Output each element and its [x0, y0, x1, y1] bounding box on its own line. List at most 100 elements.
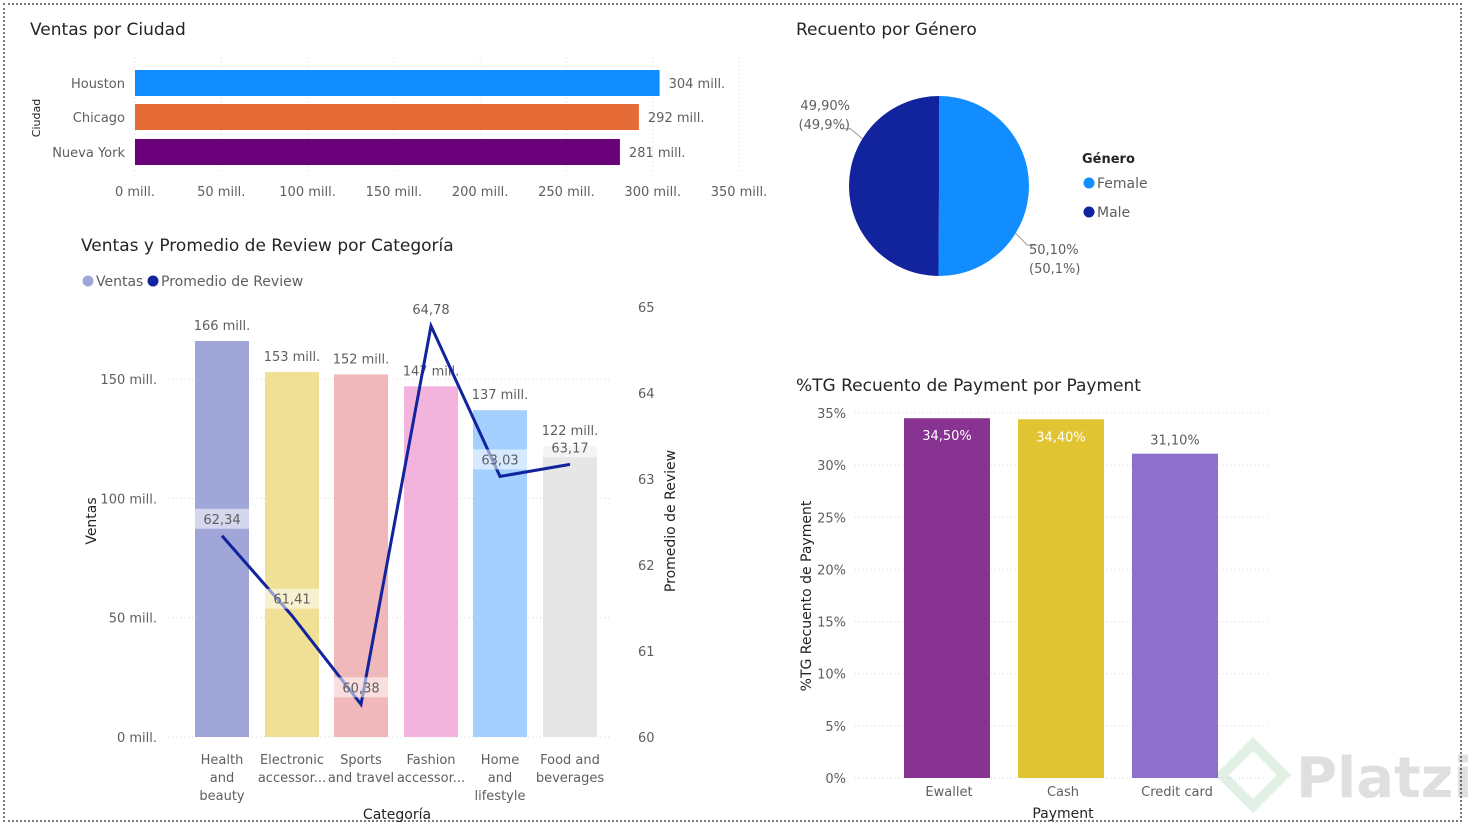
pie-leader-line: [1015, 232, 1038, 246]
city-bar[interactable]: [135, 139, 620, 165]
pie-legend-label[interactable]: Female: [1097, 176, 1148, 192]
report-canvas: [3, 3, 1462, 822]
category-y2-tick-label: 61: [638, 645, 655, 660]
platzi-logo-icon: [1214, 736, 1292, 814]
category-x-tick-label: Sports: [340, 753, 382, 768]
review-label-background: [473, 449, 527, 470]
category-y2-tick-label: 63: [638, 473, 655, 488]
category-bar-value-label: 147 mill.: [403, 364, 460, 379]
payment-y-tick-label: 0%: [825, 772, 846, 787]
pie-slice[interactable]: [938, 96, 1029, 276]
category-x-tick-label: Food and: [540, 753, 600, 768]
category-y-tick-label: 150 mill.: [100, 373, 157, 388]
legend-label-review[interactable]: Promedio de Review: [161, 274, 303, 290]
category-x-tick-label: and travel: [328, 771, 394, 786]
payment-y-tick-label: 15%: [817, 616, 846, 631]
category-y-tick-label: 50 mill.: [109, 612, 157, 627]
pie-legend-marker: [1083, 206, 1095, 218]
payment-bar-value-label: 34,50%: [922, 429, 972, 444]
category-y2-tick-label: 62: [638, 559, 655, 574]
payment-y-tick-label: 5%: [825, 720, 846, 735]
category-y2-tick-label: 60: [638, 731, 655, 746]
payment-y-tick-label: 30%: [817, 459, 846, 474]
payment-y-tick-label: 20%: [817, 563, 846, 578]
category-bar-value-label: 122 mill.: [542, 424, 599, 439]
category-chart-title: Ventas y Promedio de Review por Categorí…: [81, 236, 454, 256]
category-bar-value-label: 152 mill.: [333, 352, 390, 367]
pie-slice-label: 50,10%: [1029, 243, 1079, 258]
category-x-tick-label: accessor...: [397, 771, 465, 786]
city-bar[interactable]: [135, 70, 660, 96]
city-bar-value-label: 281 mill.: [629, 146, 686, 161]
city-y-axis-title: Ciudad: [30, 99, 43, 137]
pie-legend-title: Género: [1082, 152, 1135, 167]
legend-marker-ventas: [82, 275, 94, 287]
platzi-watermark: Platzi: [1214, 736, 1469, 820]
category-x-tick-label: Home: [481, 753, 519, 768]
category-x-tick-label: Electronic: [260, 753, 324, 768]
category-bar[interactable]: [195, 341, 249, 737]
category-y-tick-label: 0 mill.: [117, 731, 157, 746]
review-label-background: [543, 437, 597, 458]
payment-bar[interactable]: [904, 418, 990, 778]
pie-slice-sublabel: (50,1%): [1029, 262, 1080, 277]
payment-x-axis-title: Payment: [1032, 806, 1094, 822]
city-x-tick-label: 150 mill.: [366, 185, 423, 200]
city-bar[interactable]: [135, 104, 639, 130]
review-label-background: [265, 588, 319, 609]
city-x-tick-label: 50 mill.: [197, 185, 245, 200]
category-x-tick-label: beauty: [199, 789, 245, 804]
category-y-tick-label: 100 mill.: [100, 492, 157, 507]
payment-y-tick-label: 25%: [817, 511, 846, 526]
payment-y-tick-label: 35%: [817, 407, 846, 422]
pie-legend-label[interactable]: Male: [1097, 205, 1130, 221]
payment-bar[interactable]: [1018, 419, 1104, 778]
category-bar[interactable]: [334, 374, 388, 737]
city-category-label: Chicago: [73, 111, 125, 126]
category-bar[interactable]: [404, 386, 458, 737]
category-x-tick-label: lifestyle: [475, 789, 526, 804]
category-bar[interactable]: [543, 445, 597, 737]
payment-bar[interactable]: [1132, 453, 1218, 778]
review-value-label: 64,78: [412, 303, 449, 318]
pie-leader-line: [840, 128, 863, 140]
pie-slice[interactable]: [848, 96, 939, 276]
city-chart-title: Ventas por Ciudad: [30, 20, 186, 40]
city-x-tick-label: 100 mill.: [279, 185, 336, 200]
category-y2-tick-label: 65: [638, 301, 655, 316]
category-x-axis-title: Categoría: [363, 807, 431, 823]
category-y2-tick-label: 64: [638, 387, 655, 402]
city-x-tick-label: 250 mill.: [538, 185, 595, 200]
category-x-tick-label: and: [210, 771, 234, 786]
legend-marker-review: [147, 275, 159, 287]
category-y2-axis-title: Promedio de Review: [663, 450, 679, 592]
payment-bar-value-label: 34,40%: [1036, 430, 1086, 445]
payment-x-tick-label: Ewallet: [925, 785, 972, 800]
category-bar-value-label: 137 mill.: [472, 388, 529, 403]
pie-slice-label: 49,90%: [800, 99, 850, 114]
watermark-text: Platzi: [1296, 746, 1469, 811]
category-bar[interactable]: [265, 372, 319, 737]
category-bar-value-label: 153 mill.: [264, 350, 321, 365]
city-x-tick-label: 350 mill.: [711, 185, 768, 200]
city-category-label: Nueva York: [52, 146, 125, 161]
city-bar-value-label: 304 mill.: [669, 77, 726, 92]
pie-legend-marker: [1083, 177, 1095, 189]
city-bar-value-label: 292 mill.: [648, 111, 705, 126]
legend-label-ventas[interactable]: Ventas: [96, 274, 143, 290]
review-value-label: 63,17: [551, 441, 588, 456]
review-value-label: 61,41: [273, 593, 310, 608]
review-label-background: [404, 298, 458, 319]
payment-y-axis-title: %TG Recuento de Payment: [799, 500, 815, 691]
payment-chart-title: %TG Recuento de Payment por Payment: [796, 376, 1141, 396]
category-x-tick-label: Fashion: [406, 753, 455, 768]
payment-bar-value-label: 31,10%: [1150, 434, 1200, 449]
review-label-background: [334, 677, 388, 698]
review-value-label: 60,38: [342, 681, 379, 696]
city-x-tick-label: 300 mill.: [624, 185, 681, 200]
city-category-label: Houston: [71, 77, 125, 92]
